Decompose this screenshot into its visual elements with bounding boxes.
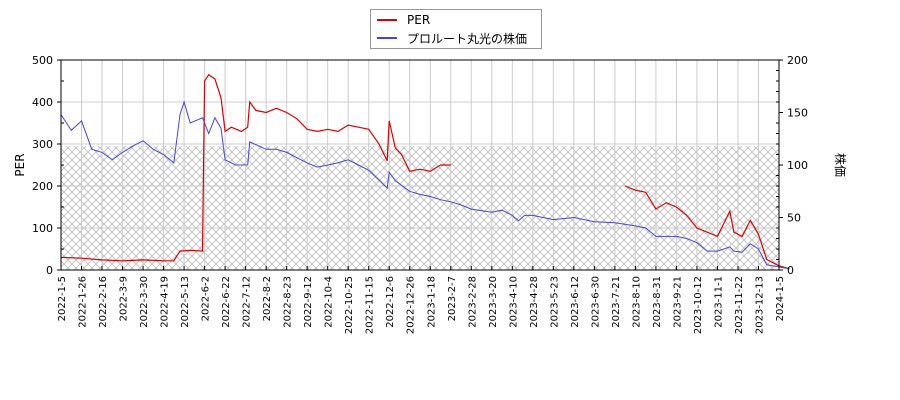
y-axis-left-label: PER	[13, 153, 27, 176]
svg-text:2022-8-2: 2022-8-2	[262, 276, 273, 321]
price-line	[60, 100, 790, 270]
svg-text:2022-6-22: 2022-6-22	[221, 276, 232, 328]
svg-text:2023-10-12: 2023-10-12	[693, 276, 704, 334]
svg-text:2024-1-5: 2024-1-5	[775, 276, 786, 321]
svg-text:2022-7-12: 2022-7-12	[242, 276, 253, 328]
svg-text:200: 200	[787, 54, 808, 67]
legend-label: PER	[407, 13, 431, 27]
svg-text:200: 200	[32, 180, 53, 193]
svg-text:300: 300	[32, 138, 53, 151]
svg-text:500: 500	[32, 54, 53, 67]
svg-text:2023-2-7: 2023-2-7	[447, 276, 458, 321]
y-axis-left: 0 100 200 300 400 500	[32, 54, 64, 277]
data-lines	[60, 73, 790, 270]
svg-text:2022-1-5: 2022-1-5	[57, 276, 68, 321]
svg-text:2022-1-26: 2022-1-26	[78, 276, 89, 328]
grid-lines	[60, 59, 780, 271]
svg-text:2023-1-18: 2023-1-18	[426, 276, 437, 328]
svg-text:2023-7-21: 2023-7-21	[611, 276, 622, 328]
svg-text:2022-8-23: 2022-8-23	[283, 276, 294, 328]
svg-text:2023-8-31: 2023-8-31	[652, 276, 663, 328]
svg-text:2023-3-20: 2023-3-20	[488, 276, 499, 328]
svg-text:2023-11-1: 2023-11-1	[713, 276, 724, 328]
svg-text:2023-6-30: 2023-6-30	[590, 276, 601, 328]
svg-text:2022-6-2: 2022-6-2	[201, 276, 212, 321]
hatched-band	[61, 146, 779, 270]
svg-text:100: 100	[32, 222, 53, 235]
svg-text:0: 0	[787, 264, 794, 277]
x-axis: 2022-1-5 2022-1-26 2022-2-16 2022-3-9 2022-3…	[57, 266, 786, 334]
legend-item-per: PER	[377, 12, 430, 28]
svg-text:2023-6-12: 2023-6-12	[570, 276, 581, 328]
svg-text:2023-8-10: 2023-8-10	[631, 276, 642, 328]
legend-swatch-price	[377, 37, 397, 39]
svg-text:2023-4-10: 2023-4-10	[508, 276, 519, 328]
svg-text:2022-4-19: 2022-4-19	[160, 276, 171, 328]
legend-item-price: プロルート丸光の株価	[377, 30, 527, 46]
per-line	[60, 73, 451, 262]
legend: PER プロルート丸光の株価	[370, 9, 542, 49]
svg-text:400: 400	[32, 96, 53, 109]
svg-text:2022-2-16: 2022-2-16	[98, 276, 109, 328]
y-axis-right: 0 50 100 150 200	[776, 54, 808, 277]
svg-text:2023-9-21: 2023-9-21	[672, 276, 683, 328]
svg-text:2022-12-6: 2022-12-6	[385, 276, 396, 328]
svg-text:2023-12-13: 2023-12-13	[754, 276, 765, 334]
svg-text:2023-4-28: 2023-4-28	[529, 276, 540, 328]
svg-text:2022-12-26: 2022-12-26	[406, 276, 417, 334]
svg-text:2022-3-9: 2022-3-9	[119, 276, 130, 321]
svg-text:0: 0	[46, 264, 53, 277]
svg-text:150: 150	[787, 107, 808, 120]
svg-text:100: 100	[787, 159, 808, 172]
svg-text:2022-11-15: 2022-11-15	[365, 276, 376, 334]
y-axis-right-label: 株価	[833, 153, 848, 177]
svg-text:2023-2-28: 2023-2-28	[467, 276, 478, 328]
svg-text:2022-3-30: 2022-3-30	[139, 276, 150, 328]
svg-text:2022-9-12: 2022-9-12	[303, 276, 314, 328]
svg-text:2022-10-25: 2022-10-25	[344, 276, 355, 334]
legend-swatch-per	[377, 19, 397, 21]
legend-label: プロルート丸光の株価	[407, 31, 528, 46]
svg-text:2023-5-23: 2023-5-23	[549, 276, 560, 328]
svg-text:2022-10-4: 2022-10-4	[324, 276, 335, 328]
per-line	[624, 185, 790, 270]
svg-text:50: 50	[787, 212, 801, 225]
svg-text:2023-11-22: 2023-11-22	[734, 276, 745, 334]
svg-text:2022-5-13: 2022-5-13	[180, 276, 191, 328]
